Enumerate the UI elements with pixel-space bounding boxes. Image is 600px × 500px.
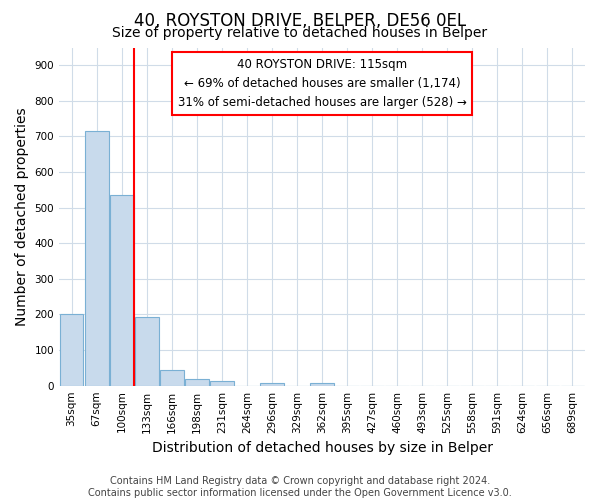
X-axis label: Distribution of detached houses by size in Belper: Distribution of detached houses by size … — [152, 441, 493, 455]
Text: 40 ROYSTON DRIVE: 115sqm
← 69% of detached houses are smaller (1,174)
31% of sem: 40 ROYSTON DRIVE: 115sqm ← 69% of detach… — [178, 58, 466, 108]
Bar — [135, 317, 158, 386]
Bar — [110, 195, 134, 386]
Bar — [160, 370, 184, 386]
Y-axis label: Number of detached properties: Number of detached properties — [15, 108, 29, 326]
Text: 40, ROYSTON DRIVE, BELPER, DE56 0EL: 40, ROYSTON DRIVE, BELPER, DE56 0EL — [134, 12, 466, 30]
Text: Contains HM Land Registry data © Crown copyright and database right 2024.
Contai: Contains HM Land Registry data © Crown c… — [88, 476, 512, 498]
Text: Size of property relative to detached houses in Belper: Size of property relative to detached ho… — [112, 26, 488, 40]
Bar — [210, 382, 234, 386]
Bar — [260, 383, 284, 386]
Bar — [185, 378, 209, 386]
Bar — [59, 314, 83, 386]
Bar — [310, 383, 334, 386]
Bar — [85, 131, 109, 386]
